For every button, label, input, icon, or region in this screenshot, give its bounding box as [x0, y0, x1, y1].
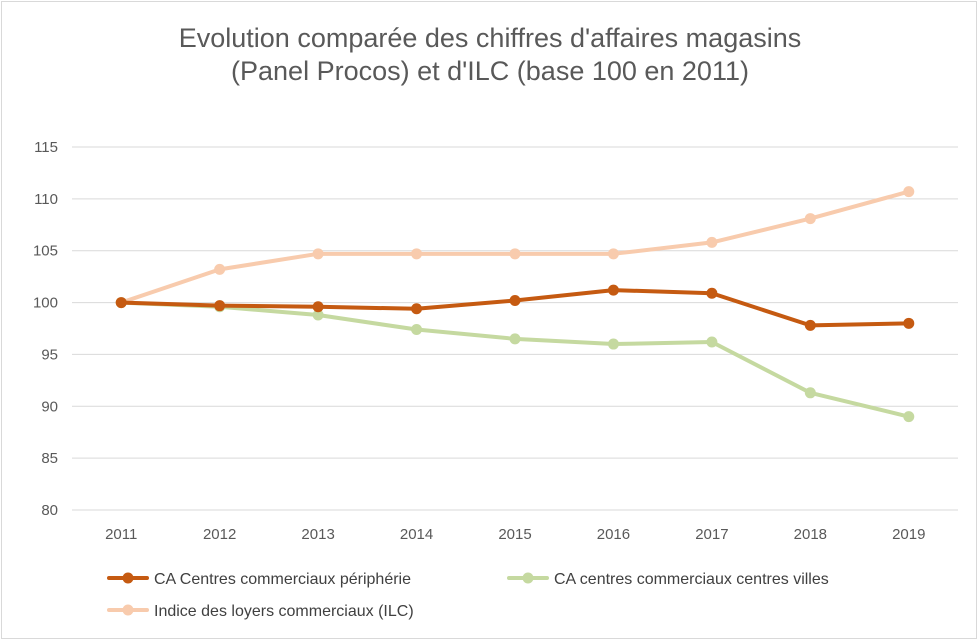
series-3-point-2017: [706, 236, 718, 248]
x-tick-label-2019: 2019: [892, 526, 925, 543]
series-2: [115, 297, 915, 423]
series-lines: [115, 186, 915, 423]
x-tick-label-2018: 2018: [794, 526, 827, 543]
series-2-point-2014: [411, 324, 423, 336]
legend: CA Centres commerciaux périphérie CA cent…: [107, 571, 829, 620]
series-3-point-2016: [607, 248, 619, 260]
y-tick-label-85: 85: [41, 450, 58, 467]
x-axis-tick-labels: 2011 2012 2013 2014 2015 2016 2017 2018 2019: [105, 526, 925, 543]
y-tick-label-115: 115: [34, 139, 58, 156]
series-1-point-2015: [509, 294, 521, 306]
chart-title: Evolution comparée des chiffres d'affair…: [2, 22, 978, 88]
series-3-line: [119, 189, 911, 305]
series-3-point-2014: [411, 248, 423, 260]
series-1-point-2012: [214, 300, 226, 312]
y-tick-label-105: 105: [33, 243, 58, 260]
gridlines: [72, 146, 958, 511]
legend-label-1: CA Centres commerciaux périphérie: [154, 571, 411, 588]
series-1-point-2017: [706, 287, 718, 299]
x-tick-label-2017: 2017: [695, 526, 728, 543]
y-tick-label-80: 80: [41, 502, 58, 519]
series-1-point-2011: [115, 297, 127, 309]
series-1-point-2019: [903, 317, 915, 329]
series-3-point-2013: [312, 248, 324, 260]
series-3-point-2018: [804, 213, 816, 225]
series-2-point-2016: [607, 338, 619, 350]
y-tick-label-95: 95: [41, 346, 58, 363]
series-2-point-2019: [903, 411, 915, 423]
legend-item-2: CA centres commerciaux centres villes: [507, 571, 829, 588]
x-tick-label-2016: 2016: [597, 526, 630, 543]
series-1-point-2016: [607, 284, 619, 296]
series-1-point-2014: [411, 303, 423, 315]
series-2-point-2017: [706, 336, 718, 348]
legend-label-2: CA centres commerciaux centres villes: [554, 571, 829, 588]
y-axis-tick-labels: 80 85 90 95 100 105 110 115: [33, 139, 58, 519]
legend-label-3: Indice des loyers commerciaux (ILC): [154, 603, 414, 620]
x-tick-label-2015: 2015: [498, 526, 531, 543]
series-1-point-2018: [804, 319, 816, 331]
legend-swatch-marker-1: [122, 572, 134, 584]
x-tick-label-2012: 2012: [203, 526, 236, 543]
series-3: [115, 186, 915, 309]
series-3-point-2015: [509, 248, 521, 260]
series-2-point-2015: [509, 333, 521, 345]
x-tick-label-2014: 2014: [400, 526, 433, 543]
y-tick-label-110: 110: [34, 191, 58, 208]
chart-title-line-1: Evolution comparée des chiffres d'affair…: [178, 23, 802, 53]
legend-item-3: Indice des loyers commerciaux (ILC): [107, 603, 414, 620]
x-tick-label-2013: 2013: [301, 526, 334, 543]
y-tick-label-100: 100: [33, 295, 58, 312]
y-tick-label-90: 90: [41, 398, 58, 415]
series-3-point-2019: [903, 186, 915, 198]
series-1-point-2013: [312, 301, 324, 313]
series-3-point-2012: [214, 263, 226, 275]
legend-item-1: CA Centres commerciaux périphérie: [107, 571, 411, 588]
x-tick-label-2011: 2011: [105, 526, 137, 543]
legend-swatch-marker-2: [522, 572, 534, 584]
series-2-point-2013: [312, 309, 324, 321]
series-2-point-2018: [804, 387, 816, 399]
legend-swatch-marker-3: [122, 604, 134, 616]
series-1: [115, 284, 915, 331]
chart-title-line-2: (Panel Procos) et d'ILC (base 100 en 201…: [231, 56, 749, 86]
